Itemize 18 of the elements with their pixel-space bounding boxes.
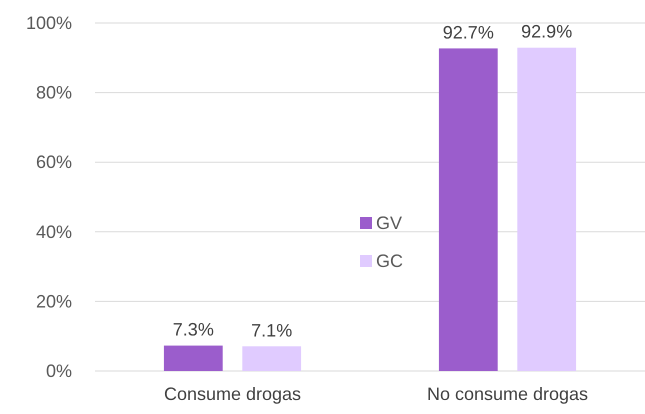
y-tick-label: 100% [26,13,72,33]
x-tick-label: Consume drogas [164,384,302,404]
data-label: 7.3% [172,320,214,340]
data-label: 7.1% [251,320,292,340]
bar [517,48,576,371]
data-label: 92.7% [442,22,494,42]
y-tick-label: 40% [36,222,72,242]
bar [164,346,223,371]
legend-label: GV [376,213,402,233]
y-tick-label: 60% [36,152,72,172]
data-label: 92.9% [521,22,572,42]
x-tick-label: No consume drogas [426,384,588,404]
bar [438,48,498,371]
bar [242,346,302,371]
legend-label: GC [376,251,403,271]
y-tick-label: 0% [46,361,72,381]
y-tick-label: 80% [36,82,72,103]
y-tick-label: 20% [36,291,72,312]
